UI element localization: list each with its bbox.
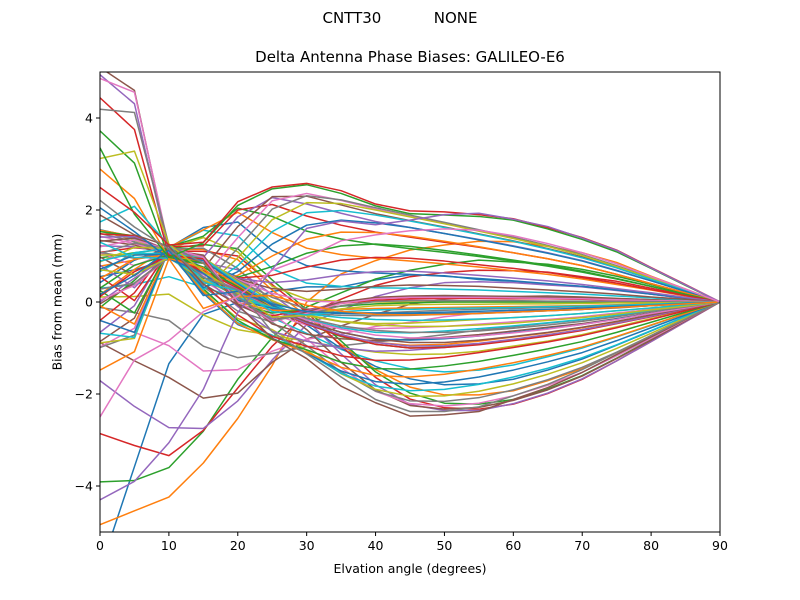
series-line-az-100 [100, 229, 720, 386]
y-tick-label: −2 [75, 387, 93, 402]
series-line-az-extra-6 [100, 199, 720, 413]
series-line-az-extra-4 [100, 214, 720, 417]
x-tick-label: 50 [436, 538, 452, 553]
series-line-az-350 [100, 249, 720, 314]
series-line-az-355 [100, 258, 720, 371]
y-tick-label: 0 [85, 295, 93, 310]
y-axis: −4 −2 0 2 4 [75, 111, 100, 494]
series-line-az-330 [100, 77, 720, 323]
series-line-az-210 [100, 243, 720, 314]
x-tick-label: 20 [230, 538, 246, 553]
y-tick-label: −4 [75, 479, 93, 494]
x-tick-label: 30 [299, 538, 315, 553]
series-group [100, 72, 720, 532]
x-tick-label: 40 [368, 538, 384, 553]
series-line-az-90 [100, 230, 720, 398]
series-line-az-extra-5 [100, 228, 720, 418]
series-line-az-185 [100, 194, 720, 349]
y-tick-label: 4 [85, 111, 93, 126]
series-line-az-extra-3 [100, 212, 720, 501]
series-line-az-345 [100, 205, 720, 316]
x-tick-label: 10 [161, 538, 177, 553]
x-tick-label: 80 [643, 538, 659, 553]
series-line-az-285 [100, 256, 720, 334]
series-line-az-40 [100, 293, 720, 356]
y-tick-label: 2 [85, 203, 93, 218]
x-axis: 0 10 20 30 40 50 60 70 80 90 [96, 532, 728, 553]
x-tick-label: 60 [505, 538, 521, 553]
x-tick-label: 0 [96, 538, 104, 553]
x-tick-label: 90 [712, 538, 728, 553]
chart-title: Delta Antenna Phase Biases: GALILEO-E6 [255, 48, 565, 66]
x-tick-label: 70 [574, 538, 590, 553]
series-line-az-200 [100, 219, 720, 334]
series-line-az-150 [100, 221, 720, 303]
series-line-az-195 [100, 209, 720, 339]
series-line-az-325 [105, 72, 720, 322]
series-line-az-15 [100, 269, 720, 457]
series-line-az-340 [100, 150, 720, 318]
series-line-az-155 [100, 211, 720, 303]
series-line-az-105 [100, 229, 720, 378]
figure-suptitle: CNTT30 NONE [322, 9, 478, 27]
series-line-az-290 [100, 257, 720, 328]
series-line-az-270 [100, 255, 720, 347]
series-line-az-5 [100, 240, 720, 526]
series-line-az-335 [100, 108, 720, 322]
x-axis-label: Elvation angle (degrees) [333, 561, 487, 576]
